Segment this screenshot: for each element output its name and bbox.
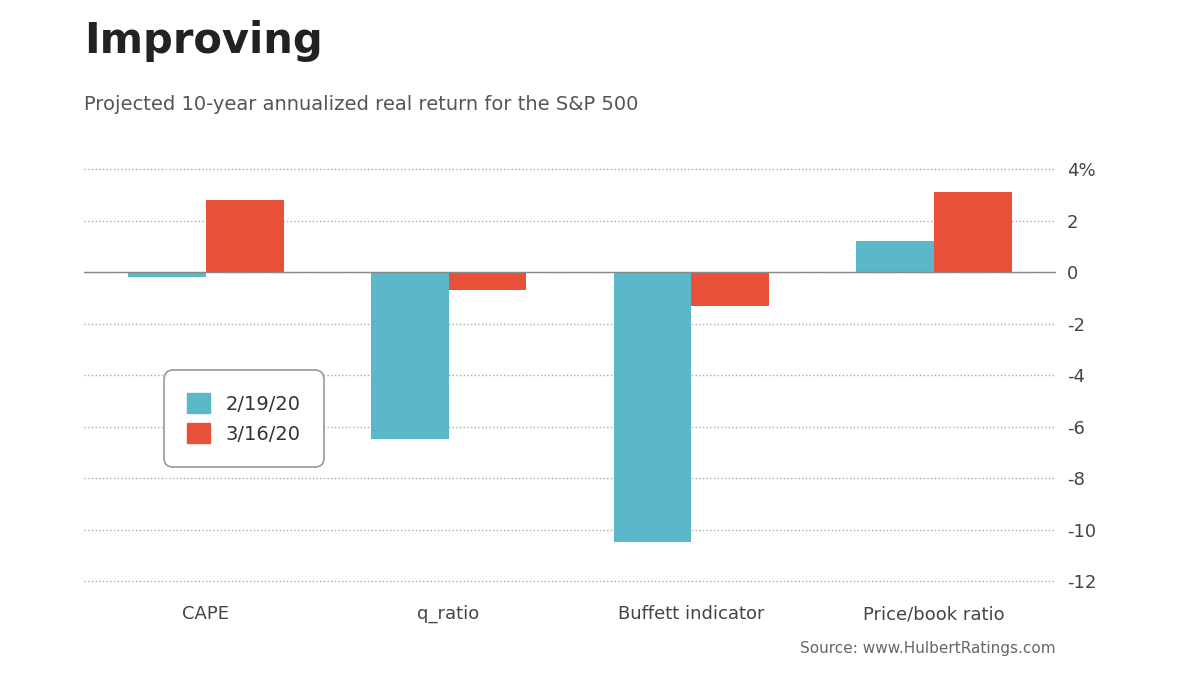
Text: Source: www.HulbertRatings.com: Source: www.HulbertRatings.com (800, 641, 1056, 656)
Bar (128, 272, 206, 277)
Legend: 2/19/20, 3/16/20: 2/19/20, 3/16/20 (172, 377, 317, 460)
Bar (857, 241, 934, 272)
Bar (371, 272, 449, 439)
Text: Projected 10-year annualized real return for the S&P 500: Projected 10-year annualized real return… (84, 95, 638, 113)
Bar (613, 272, 691, 543)
Bar (206, 200, 283, 272)
Bar (934, 192, 1012, 272)
Bar (449, 272, 527, 290)
Text: Improving: Improving (84, 20, 323, 62)
Bar (691, 272, 769, 306)
